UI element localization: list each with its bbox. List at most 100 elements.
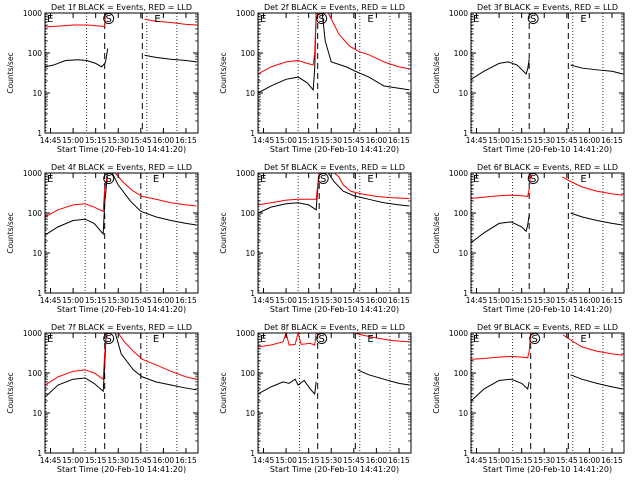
annotation-e-end: E bbox=[153, 334, 159, 345]
plot-frame bbox=[470, 12, 625, 134]
y-tick-label: 100 bbox=[241, 209, 256, 218]
annotation-s-circle bbox=[103, 173, 115, 184]
y-axis-label: Counts/sec bbox=[432, 372, 441, 413]
y-tick-label: 1 bbox=[250, 449, 255, 458]
x-tick-label: 16:15 bbox=[388, 136, 410, 145]
annotation-e-start: E bbox=[473, 14, 479, 25]
plot-frame bbox=[257, 172, 412, 294]
x-tick-label: 15:00 bbox=[275, 456, 297, 465]
annotation-s-circle bbox=[316, 13, 328, 24]
x-tick-label: 16:15 bbox=[388, 296, 410, 305]
annotation-e-end: E bbox=[154, 14, 160, 25]
events-series-line bbox=[44, 332, 197, 398]
y-tick-label: 1 bbox=[463, 449, 468, 458]
annotation-e-end: E bbox=[367, 334, 373, 345]
annotation-e-end: E bbox=[580, 334, 586, 345]
annotation-e-end: E bbox=[580, 174, 586, 185]
y-tick-label: 10 bbox=[458, 409, 468, 418]
events-series-line bbox=[144, 54, 197, 63]
x-tick-label: 16:15 bbox=[601, 136, 623, 145]
annotation-s: S bbox=[532, 334, 538, 345]
x-tick-label: 15:30 bbox=[107, 456, 129, 465]
x-tick-label: 15:15 bbox=[511, 136, 533, 145]
events-series-line bbox=[570, 374, 623, 390]
x-tick-label: 16:00 bbox=[579, 456, 601, 465]
plot-frame bbox=[257, 12, 412, 134]
lld-series-line bbox=[470, 172, 534, 200]
y-tick-label: 100 bbox=[241, 49, 256, 58]
x-tick-label: 15:30 bbox=[533, 456, 555, 465]
annotation-s: S bbox=[106, 174, 112, 185]
x-tick-label: 15:45 bbox=[343, 296, 365, 305]
events-series-line bbox=[44, 172, 197, 236]
annotation-e-start: E bbox=[47, 14, 53, 25]
x-axis-label: Start Time (20-Feb-10 14:41:20) bbox=[270, 305, 399, 314]
x-tick-label: 15:45 bbox=[343, 456, 365, 465]
x-tick-label: 16:00 bbox=[579, 136, 601, 145]
x-tick-label: 15:15 bbox=[298, 136, 320, 145]
y-tick-label: 1 bbox=[37, 129, 42, 138]
x-tick-label: 15:30 bbox=[320, 136, 342, 145]
events-series-line bbox=[470, 59, 530, 80]
annotation-e-end: E bbox=[580, 14, 586, 25]
panel-title: Det 6f BLACK = Events, RED = LLD bbox=[477, 163, 618, 172]
x-tick-label: 14:45 bbox=[40, 136, 62, 145]
panel-det-2: Det 2f BLACK = Events, RED = LLD 1 10 100 10… bbox=[219, 3, 412, 154]
annotation-s: S bbox=[530, 174, 536, 185]
lld-series-line bbox=[257, 331, 320, 348]
x-tick-label: 15:30 bbox=[320, 296, 342, 305]
annotation-s: S bbox=[319, 334, 325, 345]
x-tick-label: 15:00 bbox=[275, 296, 297, 305]
plot-frame bbox=[257, 332, 412, 454]
annotation-e-start: E bbox=[260, 174, 266, 185]
panel-det-6: Det 6f BLACK = Events, RED = LLD 1 10 100 10… bbox=[432, 163, 625, 314]
panel-title: Det 8f BLACK = Events, RED = LLD bbox=[264, 323, 405, 332]
plot-frame bbox=[470, 332, 625, 454]
annotation-e-start: E bbox=[47, 174, 53, 185]
y-tick-label: 10 bbox=[32, 249, 42, 258]
x-tick-label: 16:00 bbox=[366, 456, 388, 465]
annotation-s-circle bbox=[529, 333, 541, 344]
lld-series-line bbox=[562, 334, 623, 356]
x-tick-label: 15:45 bbox=[556, 136, 578, 145]
x-axis-label: Start Time (20-Feb-10 14:41:20) bbox=[57, 145, 186, 154]
x-tick-label: 15:45 bbox=[343, 136, 365, 145]
plot-frame bbox=[470, 172, 625, 294]
annotation-e-end: E bbox=[367, 174, 373, 185]
x-tick-label: 15:45 bbox=[130, 136, 152, 145]
y-axis-label: Counts/sec bbox=[219, 52, 228, 93]
x-tick-label: 15:15 bbox=[85, 456, 107, 465]
annotation-e-start: E bbox=[473, 334, 479, 345]
annotation-e-end: E bbox=[153, 174, 159, 185]
x-tick-label: 16:15 bbox=[175, 136, 197, 145]
panel-det-3: Det 3f BLACK = Events, RED = LLD 1 10 100 10… bbox=[432, 3, 625, 154]
x-tick-label: 15:45 bbox=[556, 456, 578, 465]
x-axis-label: Start Time (20-Feb-10 14:41:20) bbox=[483, 465, 612, 474]
y-tick-label: 1 bbox=[250, 289, 255, 298]
y-tick-label: 10 bbox=[32, 89, 42, 98]
y-tick-label: 10 bbox=[245, 249, 255, 258]
lld-series-line bbox=[562, 176, 623, 196]
annotation-s-circle bbox=[316, 333, 328, 344]
x-tick-label: 15:45 bbox=[556, 296, 578, 305]
events-series-line bbox=[570, 64, 623, 75]
x-tick-label: 14:45 bbox=[40, 456, 62, 465]
annotation-s: S bbox=[320, 174, 326, 185]
events-series-line bbox=[470, 214, 530, 244]
lld-series-line bbox=[354, 332, 410, 343]
x-axis-label: Start Time (20-Feb-10 14:41:20) bbox=[270, 145, 399, 154]
events-series-line bbox=[470, 378, 530, 402]
x-tick-label: 16:00 bbox=[579, 296, 601, 305]
lld-series-line bbox=[144, 18, 197, 26]
x-tick-label: 14:45 bbox=[253, 296, 275, 305]
x-tick-label: 16:00 bbox=[153, 296, 175, 305]
annotation-e-start: E bbox=[473, 174, 479, 185]
x-tick-label: 15:00 bbox=[488, 296, 510, 305]
y-tick-label: 1 bbox=[250, 129, 255, 138]
annotation-e-start: E bbox=[260, 334, 266, 345]
x-tick-label: 15:15 bbox=[511, 296, 533, 305]
y-tick-label: 10 bbox=[458, 249, 468, 258]
x-tick-label: 15:15 bbox=[298, 456, 320, 465]
y-tick-label: 1000 bbox=[449, 9, 468, 18]
panel-det-5: Det 5f BLACK = Events, RED = LLD 1 10 100 10… bbox=[219, 163, 412, 314]
